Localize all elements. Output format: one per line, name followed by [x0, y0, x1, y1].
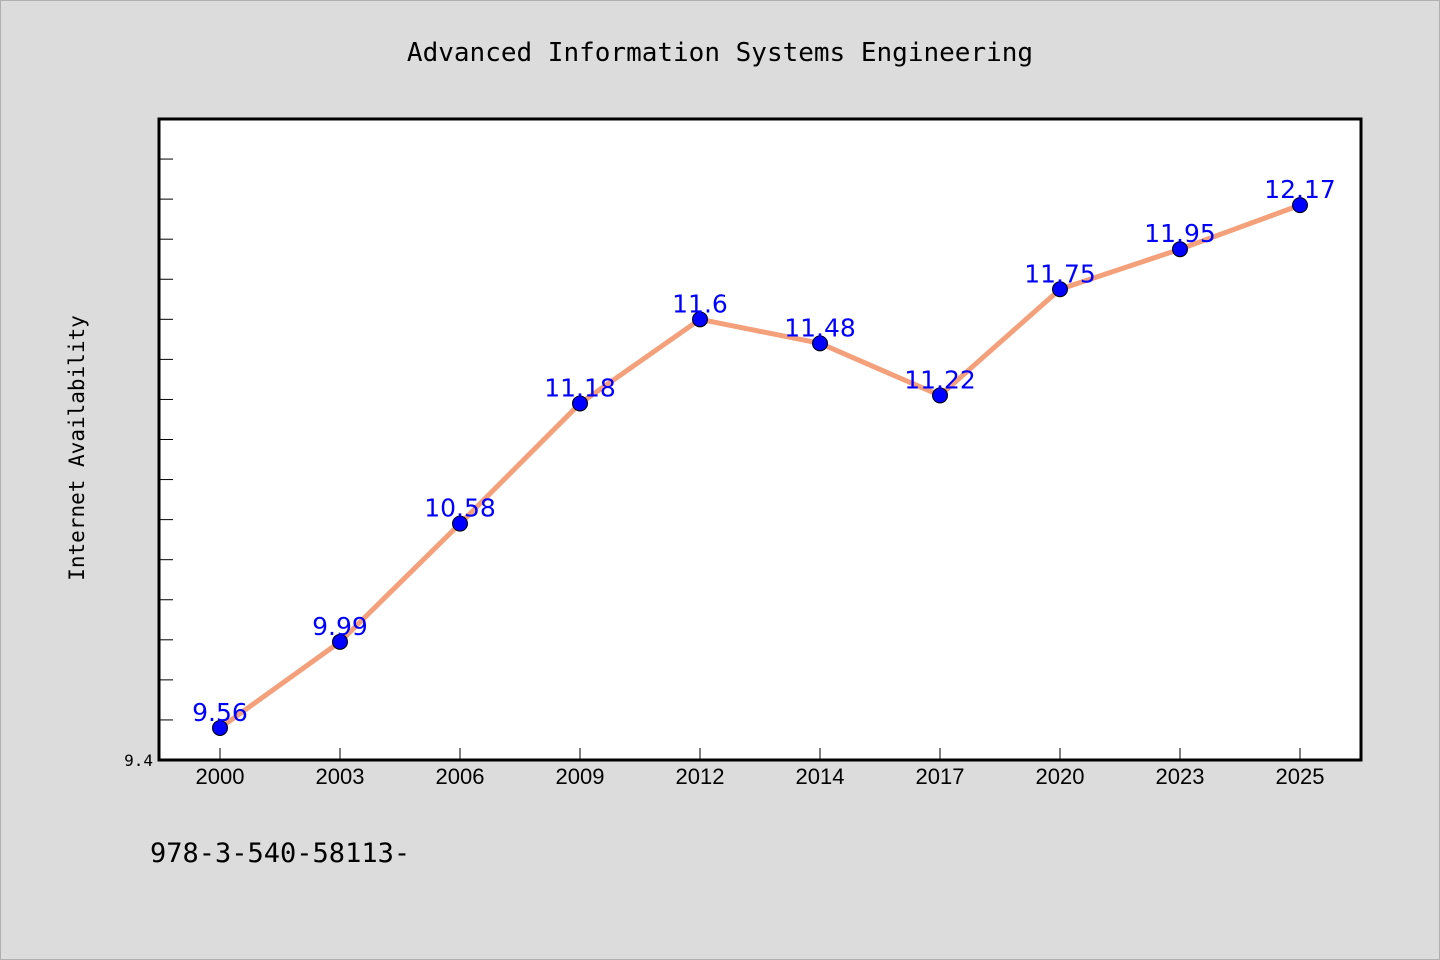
- data-label: 9.56: [192, 698, 248, 727]
- data-point[interactable]: [572, 395, 588, 412]
- data-point[interactable]: [212, 719, 228, 736]
- data-label: 11.48: [784, 313, 856, 342]
- x-tick-label: 2020: [1036, 764, 1085, 789]
- data-label: 11.6: [672, 289, 728, 318]
- data-label: 11.18: [544, 373, 616, 402]
- series-layer: [212, 197, 1308, 736]
- data-point[interactable]: [1292, 197, 1308, 214]
- data-label: 11.22: [904, 365, 976, 394]
- y-axis-label: Internet Availability: [65, 315, 89, 581]
- data-point[interactable]: [452, 515, 468, 532]
- x-tick-label: 2017: [916, 764, 965, 789]
- series-line: [217, 202, 1303, 731]
- data-labels: 9.56 9.99 10.58 11.18 11.6 11.48 11.22 11.75 11.…: [192, 175, 1336, 727]
- data-point[interactable]: [812, 335, 828, 352]
- x-tick-label: 2014: [796, 764, 845, 789]
- data-point[interactable]: [1052, 281, 1068, 298]
- y-axis-ticks: 9.4: [124, 118, 173, 770]
- data-label: 11.95: [1144, 219, 1216, 248]
- y-tick-label: 9.4: [124, 751, 153, 770]
- plot-area: [157, 117, 1363, 762]
- footer-isbn-text: 978-3-540-58113-: [150, 838, 410, 869]
- x-tick-label: 2012: [676, 764, 725, 789]
- data-label: 12.17: [1264, 175, 1336, 204]
- x-tick-label: 2025: [1276, 764, 1325, 789]
- x-tick-label: 2023: [1156, 764, 1205, 789]
- x-tick-label: 2006: [436, 764, 485, 789]
- x-tick-label: 2009: [556, 764, 605, 789]
- data-label: 9.99: [312, 612, 368, 641]
- data-label: 11.75: [1024, 259, 1096, 288]
- data-point[interactable]: [1172, 241, 1188, 258]
- chart-title: Advanced Information Systems Engineering: [407, 38, 1033, 68]
- x-axis-ticks: 2000 2003 2006 2009 2012 2014 2017 2020 2023 2025: [196, 748, 1325, 789]
- x-tick-label: 2003: [316, 764, 365, 789]
- data-point[interactable]: [932, 387, 948, 404]
- x-tick-label: 2000: [196, 764, 245, 789]
- data-point[interactable]: [332, 633, 348, 650]
- data-point[interactable]: [692, 311, 708, 328]
- data-label: 10.58: [424, 494, 496, 523]
